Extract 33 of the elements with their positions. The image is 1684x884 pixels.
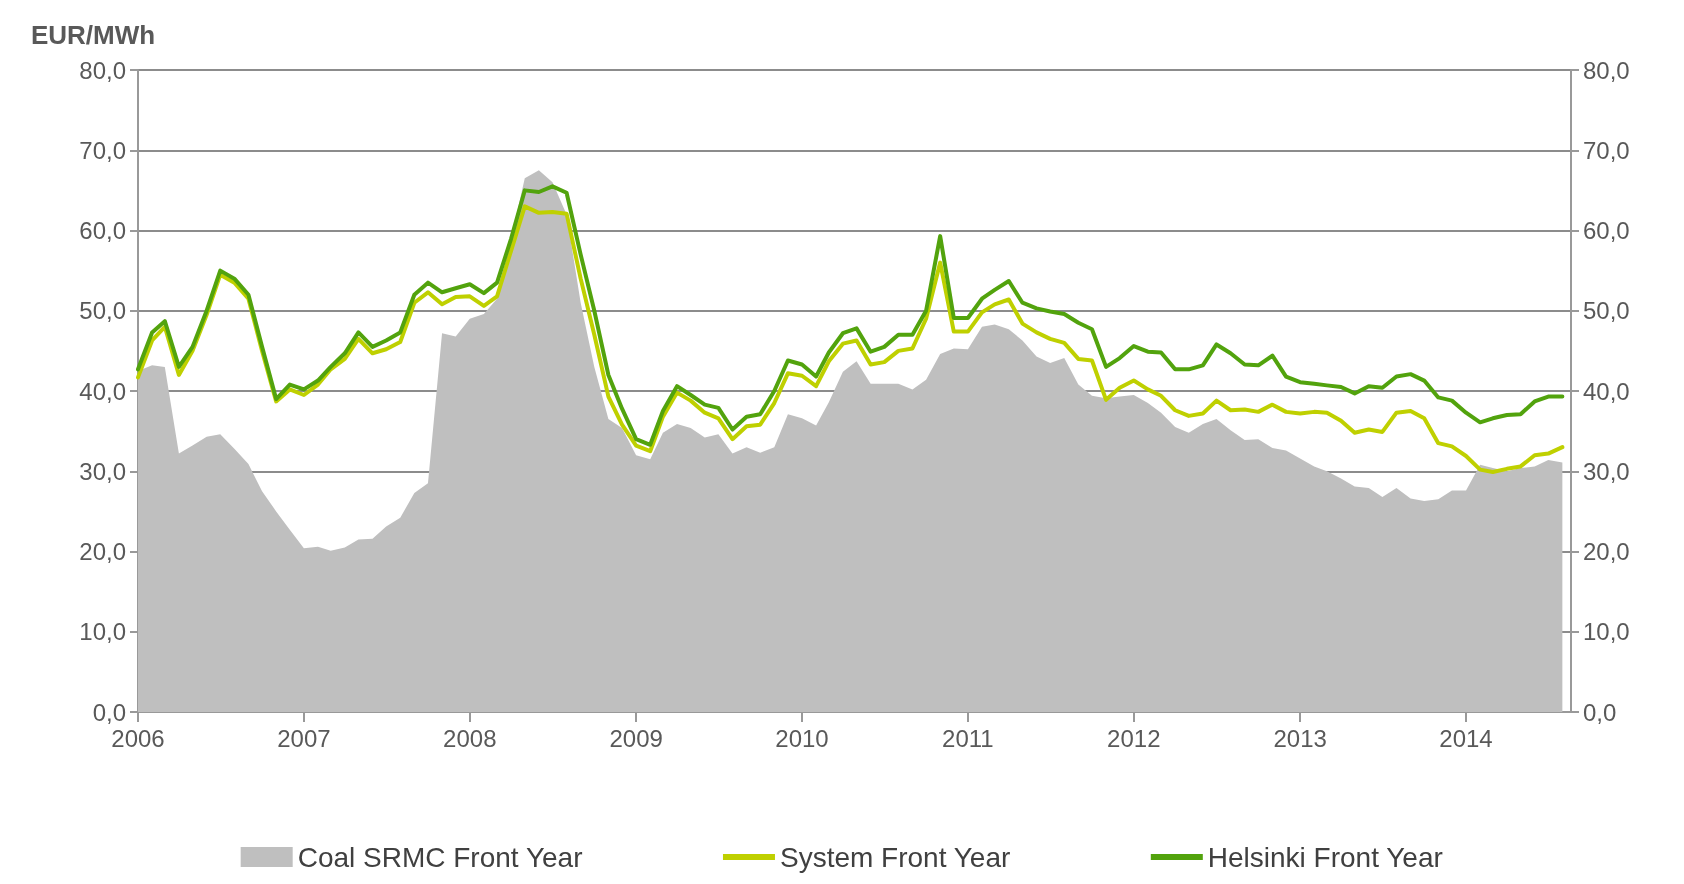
- line-series: [136, 204, 1565, 475]
- x-tick-label: 2007: [277, 724, 331, 752]
- x-tick-label: 2009: [609, 724, 663, 752]
- x-tick-label: 2011: [942, 724, 994, 752]
- y-axis-title: EUR/MWh: [30, 20, 156, 50]
- y-tick-label: 60,0: [79, 217, 126, 244]
- y2-tick-label: 20,0: [1583, 538, 1630, 565]
- y2-tick-label: 70,0: [1583, 136, 1630, 164]
- y2-tick-label: 60,0: [1583, 217, 1630, 244]
- x-tick-label: 2010: [775, 724, 829, 752]
- x-tick-label: 2012: [1107, 724, 1161, 752]
- line-series: [136, 184, 1565, 447]
- y2-tick-label: 10,0: [1583, 618, 1630, 646]
- x-tick-label: 2008: [443, 724, 497, 752]
- y2-tick-label: 40,0: [1583, 377, 1630, 405]
- y-tick-label: 10,0: [79, 618, 126, 646]
- y-tick-label: 30,0: [79, 457, 126, 485]
- x-tick-label: 2013: [1273, 724, 1327, 752]
- legend-label: Coal SRMC Front Year: [297, 841, 583, 873]
- legend-label: Helsinki Front Year: [1207, 841, 1443, 873]
- y2-tick-label: 80,0: [1583, 56, 1630, 84]
- y2-tick-label: 50,0: [1583, 297, 1630, 325]
- legend-label: System Front Year: [779, 841, 1011, 873]
- y2-tick-label: 30,0: [1583, 457, 1630, 485]
- y-tick-label: 70,0: [79, 136, 126, 164]
- y-tick-label: 40,0: [79, 377, 126, 405]
- y-tick-label: 50,0: [79, 297, 126, 325]
- y-tick-label: 0,0: [92, 698, 126, 726]
- y-tick-label: 80,0: [79, 56, 126, 84]
- y-tick-label: 20,0: [79, 538, 126, 565]
- y2-tick-label: 0,0: [1583, 698, 1617, 726]
- x-tick-label: 2014: [1439, 724, 1493, 752]
- x-tick-label: 2006: [111, 724, 165, 752]
